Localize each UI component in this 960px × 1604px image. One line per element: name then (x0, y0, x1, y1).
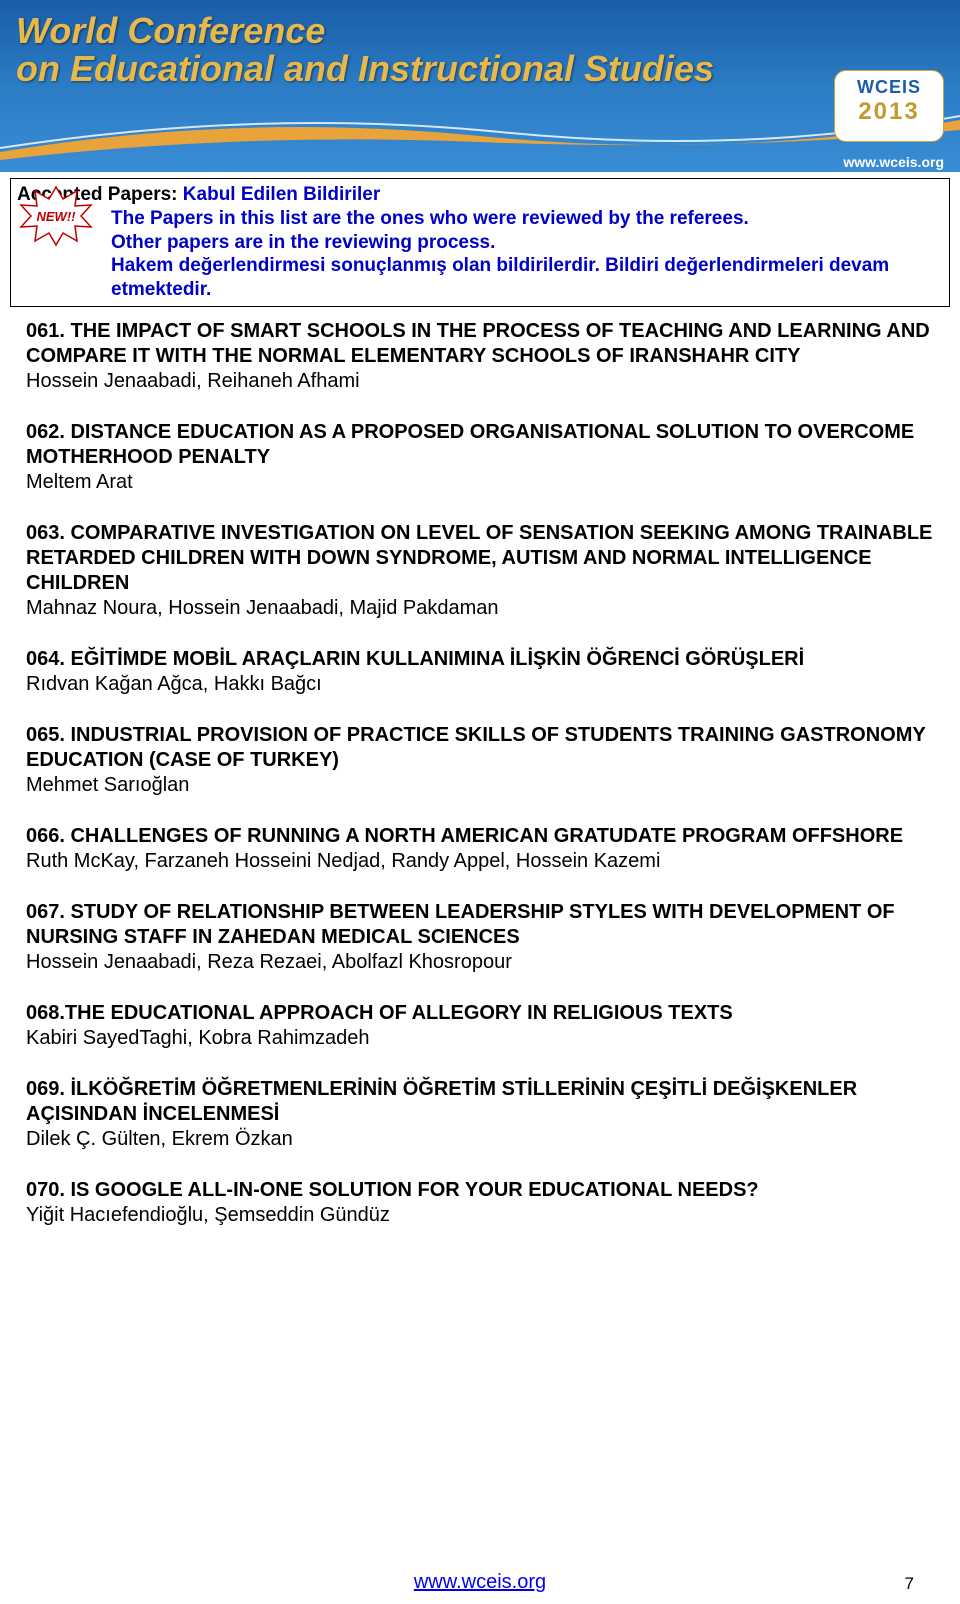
banner-url: www.wceis.org (843, 154, 944, 170)
paper-authors: Hossein Jenaabadi, Reihaneh Afhami (26, 370, 360, 392)
paper-title: 068.THE EDUCATIONAL APPROACH OF ALLEGORY… (26, 1002, 733, 1024)
paper-title: 063. COMPARATIVE INVESTIGATION ON LEVEL … (26, 522, 932, 594)
swoosh-icon (0, 112, 960, 162)
paper-entry: 062. DISTANCE EDUCATION AS A PROPOSED OR… (26, 420, 934, 495)
new-badge: NEW!! (19, 185, 93, 247)
notice-text: Accepted Papers: Kabul Edilen Bildiriler… (111, 179, 949, 306)
banner-title: World Conference on Educational and Inst… (16, 12, 714, 88)
paper-entry: 068.THE EDUCATIONAL APPROACH OF ALLEGORY… (26, 1001, 934, 1051)
notice-line1: The Papers in this list are the ones who… (111, 207, 943, 231)
paper-title: 070. IS GOOGLE ALL-IN-ONE SOLUTION FOR Y… (26, 1179, 759, 1201)
paper-entry: 064. EĞİTİMDE MOBİL ARAÇLARIN KULLANIMIN… (26, 647, 934, 697)
paper-title: 061. THE IMPACT OF SMART SCHOOLS IN THE … (26, 320, 930, 367)
footer: www.wceis.org (0, 1571, 960, 1594)
notice-box: NEW!! Accepted Papers: Kabul Edilen Bild… (10, 178, 950, 307)
new-badge-text: NEW!! (19, 185, 93, 247)
paper-authors: Rıdvan Kağan Ağca, Hakkı Bağcı (26, 673, 322, 695)
footer-link[interactable]: www.wceis.org (414, 1571, 546, 1593)
paper-title: 064. EĞİTİMDE MOBİL ARAÇLARIN KULLANIMIN… (26, 648, 804, 670)
paper-authors: Ruth McKay, Farzaneh Hosseini Nedjad, Ra… (26, 850, 660, 872)
paper-authors: Hossein Jenaabadi, Reza Rezaei, Abolfazl… (26, 951, 512, 973)
notice-header-blue: Kabul Edilen Bildiriler (183, 184, 380, 205)
paper-entry: 066. CHALLENGES OF RUNNING A NORTH AMERI… (26, 824, 934, 874)
conference-banner: World Conference on Educational and Inst… (0, 0, 960, 172)
logo-text-bottom: 2013 (835, 98, 943, 126)
paper-authors: Kabiri SayedTaghi, Kobra Rahimzadeh (26, 1027, 370, 1049)
wceis-logo: WCEIS 2013 (834, 70, 944, 142)
paper-title: 067. STUDY OF RELATIONSHIP BETWEEN LEADE… (26, 901, 895, 948)
paper-entry: 063. COMPARATIVE INVESTIGATION ON LEVEL … (26, 521, 934, 621)
paper-title: 066. CHALLENGES OF RUNNING A NORTH AMERI… (26, 825, 903, 847)
paper-authors: Mehmet Sarıoğlan (26, 774, 189, 796)
banner-title-line1: World Conference (16, 12, 714, 50)
papers-list: 061. THE IMPACT OF SMART SCHOOLS IN THE … (0, 319, 960, 1228)
paper-entry: 070. IS GOOGLE ALL-IN-ONE SOLUTION FOR Y… (26, 1178, 934, 1228)
paper-entry: 061. THE IMPACT OF SMART SCHOOLS IN THE … (26, 319, 934, 394)
paper-entry: 065. INDUSTRIAL PROVISION OF PRACTICE SK… (26, 723, 934, 798)
paper-authors: Meltem Arat (26, 471, 133, 493)
paper-entry: 067. STUDY OF RELATIONSHIP BETWEEN LEADE… (26, 900, 934, 975)
paper-title: 069. İLKÖĞRETİM ÖĞRETMENLERİNİN ÖĞRETİM … (26, 1078, 857, 1125)
paper-title: 065. INDUSTRIAL PROVISION OF PRACTICE SK… (26, 724, 925, 771)
page-number: 7 (905, 1574, 914, 1594)
banner-title-line2: on Educational and Instructional Studies (16, 50, 714, 88)
notice-line2: Other papers are in the reviewing proces… (111, 231, 943, 255)
paper-authors: Yiğit Hacıefendioğlu, Şemseddin Gündüz (26, 1204, 390, 1226)
logo-text-top: WCEIS (835, 77, 943, 98)
paper-authors: Dilek Ç. Gülten, Ekrem Özkan (26, 1128, 293, 1150)
paper-authors: Mahnaz Noura, Hossein Jenaabadi, Majid P… (26, 597, 499, 619)
notice-line3: Hakem değerlendirmesi sonuçlanmış olan b… (111, 254, 943, 302)
paper-entry: 069. İLKÖĞRETİM ÖĞRETMENLERİNİN ÖĞRETİM … (26, 1077, 934, 1152)
paper-title: 062. DISTANCE EDUCATION AS A PROPOSED OR… (26, 421, 914, 468)
